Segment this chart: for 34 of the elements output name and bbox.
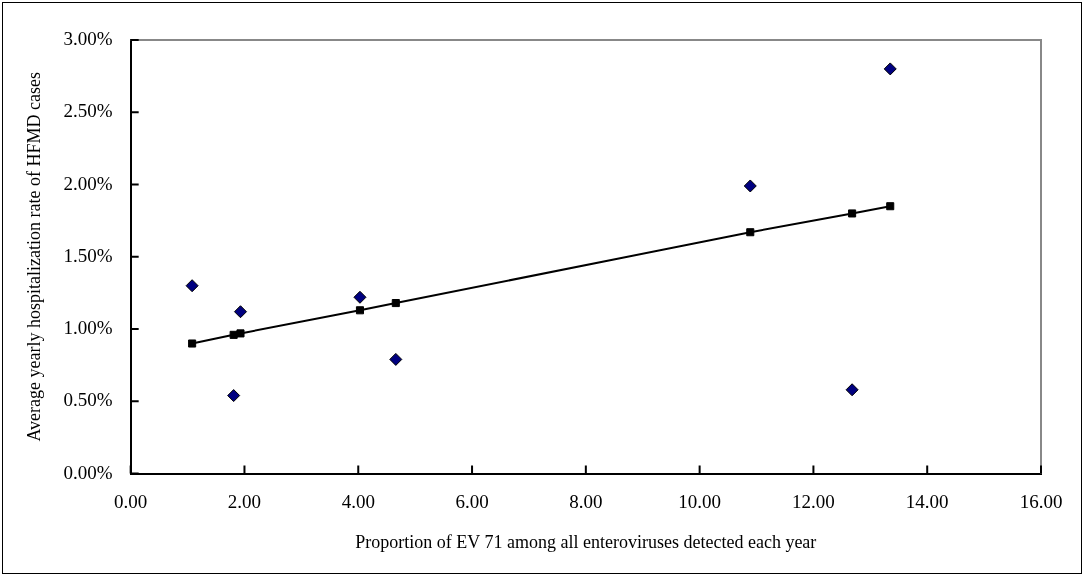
point [188,339,197,348]
point [355,306,364,315]
point [883,62,897,76]
point [229,330,238,339]
point [845,383,859,397]
y-tick-label: 1.00% [63,317,113,339]
y-tick-label: 1.50% [63,244,113,266]
x-tick-label: 10.00 [678,490,721,512]
x-tick-label: 4.00 [341,490,375,512]
x-tick-label: 14.00 [905,490,949,512]
point [391,299,400,308]
x-tick-label: 12.00 [792,490,835,512]
x-tick-label: 8.00 [569,490,603,512]
y-axis-title: Average yearly hospitalization rate of HFMD cases [23,72,44,442]
point [236,329,245,338]
x-tick-label: 2.00 [227,490,262,512]
point [743,179,757,193]
point [746,228,755,237]
y-tick-label: 0.00% [63,461,113,483]
y-tick-label: 0.50% [63,389,113,411]
x-tick-label: 16.00 [1019,490,1063,512]
point [233,305,247,319]
y-tick-label: 2.50% [63,100,113,122]
y-tick-label: 2.00% [63,172,113,194]
point [227,389,241,403]
point [848,209,857,218]
point [389,352,403,366]
point [185,279,199,293]
x-axis-title: Proportion of EV 71 among all enteroviruses detected each year [355,531,817,552]
point [353,290,367,304]
y-tick-label: 3.00% [63,27,113,49]
point [886,202,895,211]
x-tick-label: 0.00 [114,490,148,512]
x-tick-label: 6.00 [455,490,489,512]
